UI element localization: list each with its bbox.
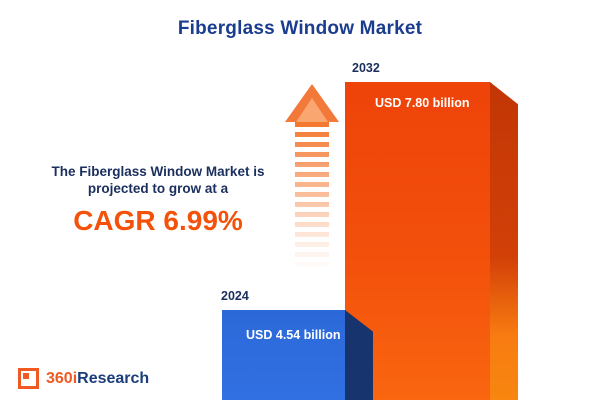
logo-text: 360iResearch <box>46 370 149 388</box>
brand-logo: 360iResearch <box>18 368 149 389</box>
bar-2032-side-face <box>490 82 518 400</box>
growth-arrow-inner-icon <box>296 98 328 122</box>
bar-2032-year-label: 2032 <box>352 61 380 75</box>
cagr-value: CAGR 6.99% <box>73 205 243 236</box>
logo-text-360i: 360i <box>46 369 78 387</box>
growth-arrow-shaft-icon <box>295 122 329 272</box>
bar-2024-year-label: 2024 <box>221 289 249 303</box>
annotation-line-1: The Fiberglass Window Market is <box>51 164 265 179</box>
page-title: Fiberglass Window Market <box>177 18 423 39</box>
bar-2024 <box>222 310 345 400</box>
bar-2032-value-label: USD 7.80 billion <box>375 96 470 110</box>
bar-2024-value-label: USD 4.54 billion <box>246 328 341 342</box>
logo-text-research: Research <box>77 369 150 387</box>
logo-icon <box>18 368 39 389</box>
growth-annotation: The Fiberglass Window Market is projecte… <box>28 163 288 237</box>
annotation-line-2: projected to grow at a <box>87 181 229 196</box>
